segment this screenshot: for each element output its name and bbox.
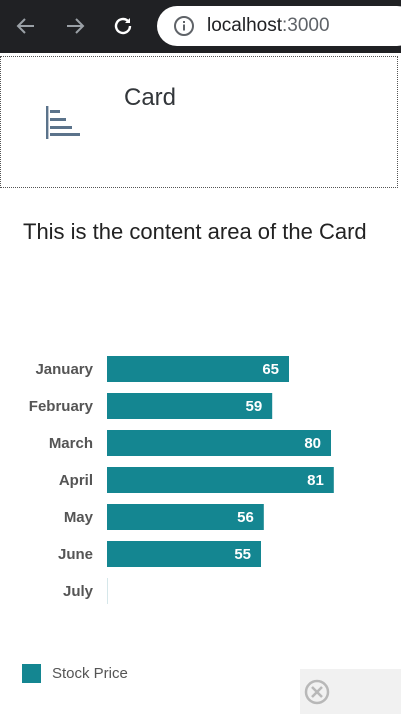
bar[interactable] bbox=[107, 504, 264, 530]
arrow-left-icon bbox=[16, 18, 34, 34]
horizontal-bar-chart-icon bbox=[46, 106, 80, 139]
category-label: July bbox=[63, 583, 94, 600]
data-label: 80 bbox=[304, 435, 321, 452]
bar[interactable] bbox=[107, 430, 331, 456]
category-label: May bbox=[64, 509, 94, 526]
data-label: 59 bbox=[246, 398, 263, 415]
card-header bbox=[0, 56, 398, 188]
card-content-text: This is the content area of the Card bbox=[23, 219, 367, 244]
chart-legend[interactable]: Stock Price bbox=[22, 664, 128, 683]
bar[interactable] bbox=[107, 541, 261, 567]
reload-button[interactable] bbox=[109, 12, 137, 40]
bar[interactable] bbox=[107, 393, 273, 419]
category-label: January bbox=[35, 361, 93, 378]
data-label: 81 bbox=[307, 472, 324, 489]
category-label: February bbox=[29, 398, 94, 415]
address-bar[interactable]: localhost:3000 bbox=[157, 6, 401, 46]
reload-icon bbox=[114, 17, 132, 35]
card-title: Card bbox=[124, 84, 177, 111]
bar[interactable] bbox=[107, 356, 289, 382]
url-port: :3000 bbox=[282, 15, 330, 36]
category-label: June bbox=[58, 546, 93, 563]
stock-price-bar-chart: January 65 February 59 March 80 April 81 May 56 Ju… bbox=[29, 356, 334, 604]
arrow-right-icon bbox=[67, 18, 85, 34]
info-icon[interactable] bbox=[173, 15, 195, 37]
url-host: localhost bbox=[207, 15, 282, 36]
url-text: localhost:3000 bbox=[207, 15, 330, 37]
legend-swatch bbox=[22, 664, 41, 683]
category-label: April bbox=[59, 472, 93, 489]
data-label: 65 bbox=[262, 361, 279, 378]
watermark-logo bbox=[300, 669, 401, 714]
watermark-logo-icon bbox=[304, 679, 330, 705]
legend-label: Stock Price bbox=[52, 665, 128, 682]
category-label: March bbox=[49, 435, 93, 452]
back-button[interactable] bbox=[12, 12, 40, 40]
data-label: 55 bbox=[234, 546, 251, 563]
browser-toolbar: localhost:3000 bbox=[0, 0, 401, 53]
bar[interactable] bbox=[107, 467, 334, 493]
data-label: 56 bbox=[237, 509, 254, 526]
forward-button[interactable] bbox=[61, 12, 89, 40]
